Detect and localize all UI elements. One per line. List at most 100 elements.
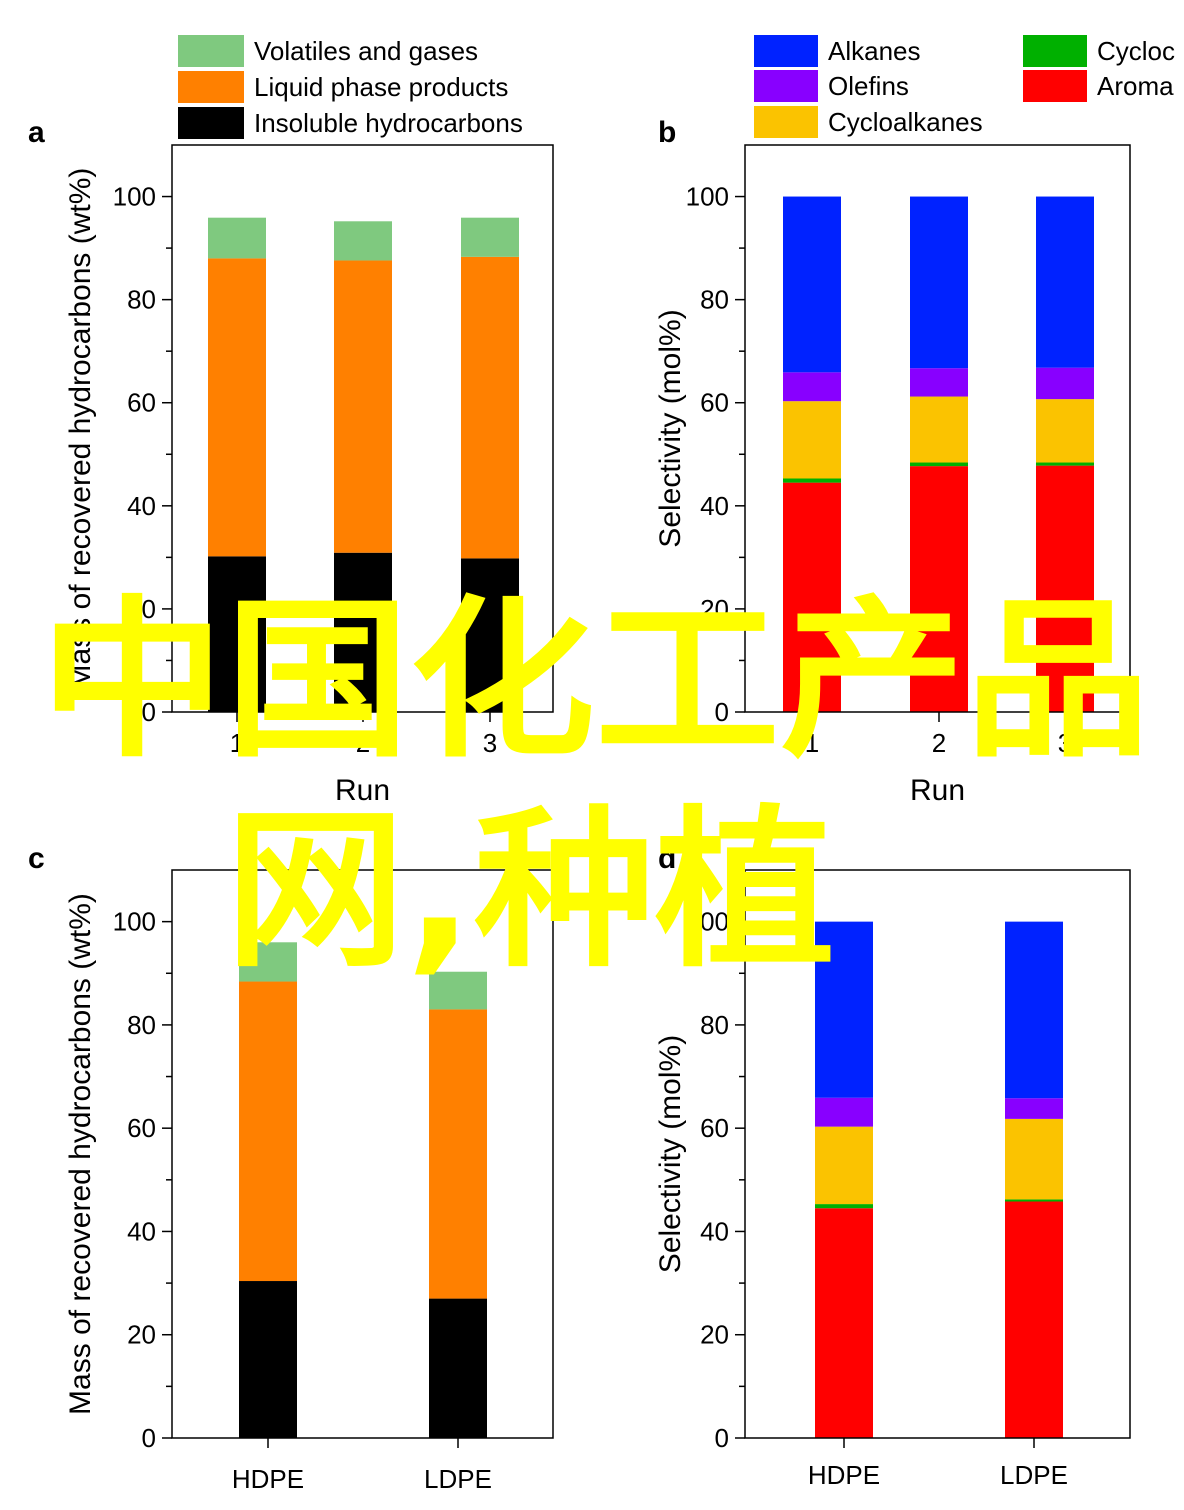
bar-b-2-s3 <box>910 368 968 397</box>
xtick-label-d-LDPE: LDPE <box>1000 1460 1068 1490</box>
ytick-label-a-0: 0 <box>142 697 156 727</box>
legend-b-swatch-4 <box>1023 70 1087 102</box>
ytick-label-a-40: 40 <box>127 491 156 521</box>
bar-b-3-s0 <box>1036 465 1094 712</box>
plot-frame-d <box>744 869 1131 1439</box>
bar-b-2-s4 <box>910 196 968 369</box>
bar-b-2-s0 <box>910 466 968 712</box>
ytick-label-b-60: 60 <box>700 388 729 418</box>
ytick-label-b-0: 0 <box>715 697 729 727</box>
bar-b-3-s3 <box>1036 367 1094 400</box>
ytick-label-d-80: 80 <box>700 1010 729 1040</box>
bar-a-3-s0 <box>461 558 519 712</box>
bar-a-3-s2 <box>461 217 519 257</box>
bar-c-LDPE-s1 <box>429 1009 487 1299</box>
bar-c-LDPE-s2 <box>429 971 487 1010</box>
bar-b-3-s2 <box>1036 399 1094 463</box>
legend-a-swatch-1 <box>178 71 244 103</box>
ylabel-a: Mass of recovered hydrocarbons (wt%) <box>64 168 97 690</box>
ytick-label-c-60: 60 <box>127 1113 156 1143</box>
xtick-label-a-1: 1 <box>230 728 244 758</box>
xlabel-a: Run <box>335 774 390 807</box>
legend-a: Volatiles and gases Liquid phase products… <box>178 35 523 139</box>
legend-b-swatch-1 <box>754 70 818 102</box>
bar-d-LDPE-s0 <box>1005 1201 1063 1438</box>
ytick-label-c-40: 40 <box>127 1216 156 1246</box>
ytick-label-d-60: 60 <box>700 1113 729 1143</box>
ytick-label-b-40: 40 <box>700 491 729 521</box>
bar-a-3-s1 <box>461 256 519 559</box>
bar-d-HDPE-s2 <box>815 1126 873 1205</box>
xtick-label-c-HDPE: HDPE <box>232 1464 304 1494</box>
xtick-label-b-2: 2 <box>932 728 946 758</box>
bar-b-1-s1 <box>783 478 841 483</box>
legend-b-label-3: Cycloc <box>1097 36 1175 66</box>
legend-b-label-0: Alkanes <box>828 36 921 66</box>
bar-a-2-s0 <box>334 552 392 712</box>
plot-frame-c <box>171 869 554 1439</box>
xlabel-b: Run <box>910 774 965 807</box>
bar-d-HDPE-s1 <box>815 1204 873 1209</box>
ytick-label-d-20: 20 <box>700 1320 729 1350</box>
panel-letter-d: d <box>658 842 676 875</box>
bar-b-2-s1 <box>910 462 968 467</box>
bar-c-HDPE-s1 <box>239 981 297 1282</box>
xtick-label-a-3: 3 <box>483 728 497 758</box>
bar-a-2-s2 <box>334 221 392 261</box>
legend-a-swatch-2 <box>178 107 244 139</box>
ytick-label-a-60: 60 <box>127 388 156 418</box>
bar-b-1-s4 <box>783 196 841 373</box>
xtick-label-d-HDPE: HDPE <box>808 1460 880 1490</box>
legend-b-label-1: Olefins <box>828 71 909 101</box>
bar-c-LDPE-s0 <box>429 1298 487 1438</box>
xtick-label-b-1: 1 <box>805 728 819 758</box>
legend-b: Alkanes Olefins Cycloalkanes Cycloc Aroma <box>754 35 1175 138</box>
ytick-label-c-100: 100 <box>113 907 156 937</box>
legend-a-swatch-0 <box>178 35 244 67</box>
bar-c-HDPE-s2 <box>239 942 297 982</box>
legend-a-label-2: Insoluble hydrocarbons <box>254 108 523 138</box>
bar-a-2-s1 <box>334 260 392 553</box>
bar-b-2-s2 <box>910 396 968 463</box>
bar-d-HDPE-s4 <box>815 921 873 1098</box>
xtick-label-b-3: 3 <box>1058 728 1072 758</box>
ytick-label-d-0: 0 <box>715 1423 729 1453</box>
bar-d-HDPE-s0 <box>815 1208 873 1438</box>
ytick-label-c-80: 80 <box>127 1010 156 1040</box>
ytick-label-a-80: 80 <box>127 285 156 315</box>
bar-d-LDPE-s4 <box>1005 921 1063 1099</box>
panel-d: 0 20 40 60 80 100 HDPE LDPE Selectivity (mol%) d <box>654 842 1131 1490</box>
legend-b-swatch-3 <box>1023 35 1087 67</box>
xtick-label-a-2: 2 <box>356 728 370 758</box>
ytick-label-d-40: 40 <box>700 1216 729 1246</box>
bar-b-3-s4 <box>1036 196 1094 368</box>
legend-a-label-0: Volatiles and gases <box>254 36 478 66</box>
bar-d-LDPE-s1 <box>1005 1199 1063 1202</box>
ytick-label-c-20: 20 <box>127 1320 156 1350</box>
xtick-label-c-LDPE: LDPE <box>424 1464 492 1494</box>
legend-b-label-2: Cycloalkanes <box>828 107 983 137</box>
bar-b-1-s2 <box>783 401 841 479</box>
legend-a-label-1: Liquid phase products <box>254 72 508 102</box>
panel-letter-a: a <box>28 116 45 149</box>
panel-letter-b: b <box>658 116 676 149</box>
bar-d-LDPE-s2 <box>1005 1118 1063 1200</box>
bar-a-1-s0 <box>208 556 266 712</box>
legend-b-label-4: Aroma <box>1097 71 1174 101</box>
plot-frame-b <box>744 144 1131 713</box>
ylabel-b: Selectivity (mol%) <box>654 309 687 547</box>
bar-d-LDPE-s3 <box>1005 1098 1063 1119</box>
bar-b-1-s0 <box>783 482 841 712</box>
bar-d-HDPE-s3 <box>815 1097 873 1127</box>
bar-b-1-s3 <box>783 372 841 402</box>
ylabel-c: Mass of recovered hydrocarbons (wt%) <box>64 893 97 1415</box>
legend-b-swatch-0 <box>754 35 818 67</box>
watermark-line-2: 网,种植 <box>225 790 835 991</box>
panel-b: 0 20 40 60 80 100 1 2 3 Run Selectivity (mol%) b <box>654 116 1131 807</box>
watermark-line-1: 中国化工产品 <box>40 580 1150 781</box>
bar-a-1-s1 <box>208 258 266 557</box>
ytick-label-a-100: 100 <box>113 182 156 212</box>
bar-c-HDPE-s0 <box>239 1281 297 1438</box>
panel-letter-c: c <box>28 842 45 875</box>
